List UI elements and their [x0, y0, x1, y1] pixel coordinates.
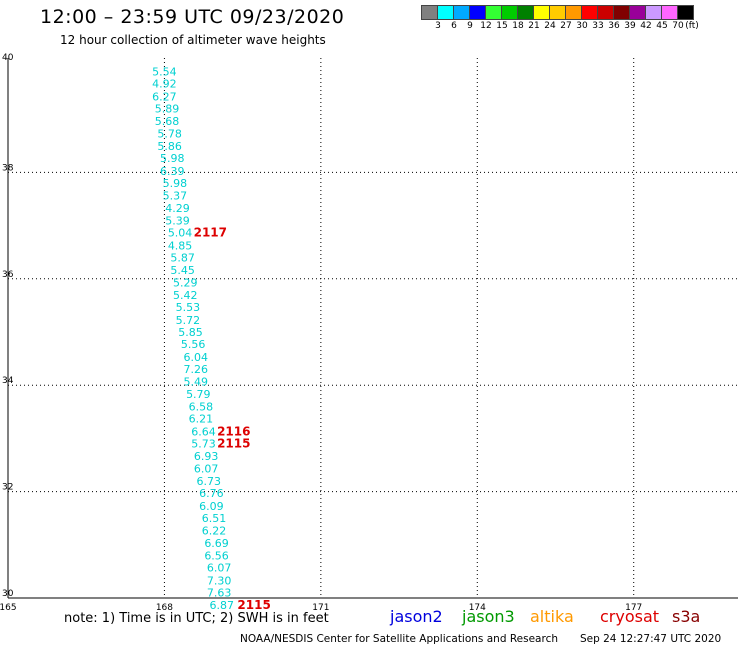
color-scale-label: 9: [467, 21, 473, 31]
wave-height-label: 6.51: [202, 512, 227, 525]
wave-height-label: 5.29: [173, 277, 198, 290]
wave-height-label: 6.27: [152, 90, 177, 103]
wave-height-label: 6.73: [197, 475, 222, 488]
color-scale-label: 39: [624, 21, 636, 31]
wave-height-label: 5.04: [168, 227, 193, 240]
color-scale-label: 12: [480, 21, 492, 31]
wave-height-label: 6.07: [207, 562, 232, 575]
wave-height-label: 6.22: [202, 524, 227, 537]
color-scale-label: 27: [560, 21, 572, 31]
color-scale-label: 36: [608, 21, 620, 31]
color-scale-label: 15: [496, 21, 508, 31]
wave-height-label: 4.85: [168, 239, 193, 252]
mission-cryosat: cryosat: [600, 607, 660, 626]
mission-altika: altika: [530, 607, 574, 626]
mission-s3a: s3a: [672, 607, 701, 626]
wave-height-label: 5.86: [157, 140, 182, 153]
wave-height-label: 5.45: [170, 264, 195, 277]
x-tick-label: 171: [312, 603, 329, 613]
wave-height-label: 7.30: [207, 574, 232, 587]
wave-height-label: 5.68: [155, 115, 180, 128]
time-label: 2116: [217, 424, 250, 438]
wave-height-label: 6.39: [160, 165, 185, 178]
y-tick-label: 38: [2, 163, 14, 173]
wave-height-label: 5.78: [157, 128, 182, 141]
color-swatch: [677, 5, 694, 20]
color-scale-label: 33: [592, 21, 604, 31]
wave-height-label: 5.89: [155, 103, 180, 116]
wave-height-label: 6.09: [199, 500, 224, 513]
wave-height-label: 5.98: [160, 152, 185, 165]
wave-height-label: 5.73: [191, 438, 216, 451]
color-scale-label: 45: [656, 21, 668, 31]
y-tick-label: 30: [2, 589, 14, 599]
wave-height-label: 6.87: [210, 599, 235, 612]
wave-height-label: 5.39: [165, 214, 190, 227]
x-tick-label: 174: [469, 603, 486, 613]
wave-height-label: 4.29: [165, 202, 190, 215]
wave-height-label: 6.69: [204, 537, 229, 550]
wave-height-label: 7.26: [183, 363, 208, 376]
footer-timestamp: Sep 24 12:27:47 UTC 2020: [580, 633, 722, 645]
wave-height-label: 5.85: [178, 326, 203, 339]
wave-height-label: 6.64: [191, 425, 216, 438]
x-tick-label: 168: [156, 603, 173, 613]
wave-height-label: 6.93: [194, 450, 219, 463]
wave-height-label: 5.37: [163, 189, 188, 202]
wave-height-label: 5.42: [173, 289, 198, 302]
wave-height-label: 6.21: [189, 413, 214, 426]
wave-height-label: 7.63: [207, 587, 232, 600]
color-scale-label: 42: [640, 21, 652, 31]
y-tick-label: 40: [2, 53, 14, 63]
time-label: 2115: [237, 598, 270, 612]
wave-height-label: 5.54: [152, 65, 177, 78]
wave-height-label: 5.56: [181, 338, 206, 351]
footer-credit: NOAA/NESDIS Center for Satellite Applica…: [240, 633, 558, 645]
wave-height-label: 5.87: [170, 252, 195, 265]
x-tick-label: 177: [625, 603, 642, 613]
color-scale-label: 3: [435, 21, 441, 31]
y-tick-label: 34: [2, 376, 14, 386]
wave-height-label: 5.98: [163, 177, 188, 190]
wave-height-label: 6.04: [183, 351, 208, 364]
time-label: 2117: [194, 226, 227, 240]
color-scale-label: 24: [544, 21, 556, 31]
color-scale-unit: (ft): [685, 21, 699, 31]
wave-height-label: 5.72: [176, 314, 201, 327]
mission-jason2: jason2: [390, 607, 443, 626]
wave-height-label: 6.58: [189, 400, 214, 413]
x-tick-label: 165: [0, 603, 17, 613]
y-tick-label: 36: [2, 270, 14, 280]
color-scale-label: 30: [576, 21, 588, 31]
wave-height-label: 4.92: [152, 78, 177, 91]
wave-height-label: 5.49: [183, 375, 208, 388]
wave-height-label: 6.07: [194, 463, 219, 476]
note-text: note: 1) Time is in UTC; 2) SWH is in fe…: [64, 611, 329, 626]
wave-height-label: 6.76: [199, 487, 224, 500]
chart-title: 12:00 – 23:59 UTC 09/23/2020: [40, 6, 345, 28]
color-scale-label: 21: [528, 21, 540, 31]
color-scale-label: 18: [512, 21, 524, 31]
color-scale-bar: [421, 5, 694, 20]
color-scale-label: 70: [672, 21, 684, 31]
color-scale-label: 6: [451, 21, 457, 31]
y-tick-label: 32: [2, 483, 13, 493]
time-label: 2115: [217, 437, 250, 451]
wave-height-label: 6.56: [204, 549, 229, 562]
wave-height-label: 5.53: [176, 301, 201, 314]
wave-height-label: 5.79: [186, 388, 211, 401]
chart-subtitle: 12 hour collection of altimeter wave hei…: [60, 33, 326, 47]
mission-jason3: jason3: [462, 607, 515, 626]
